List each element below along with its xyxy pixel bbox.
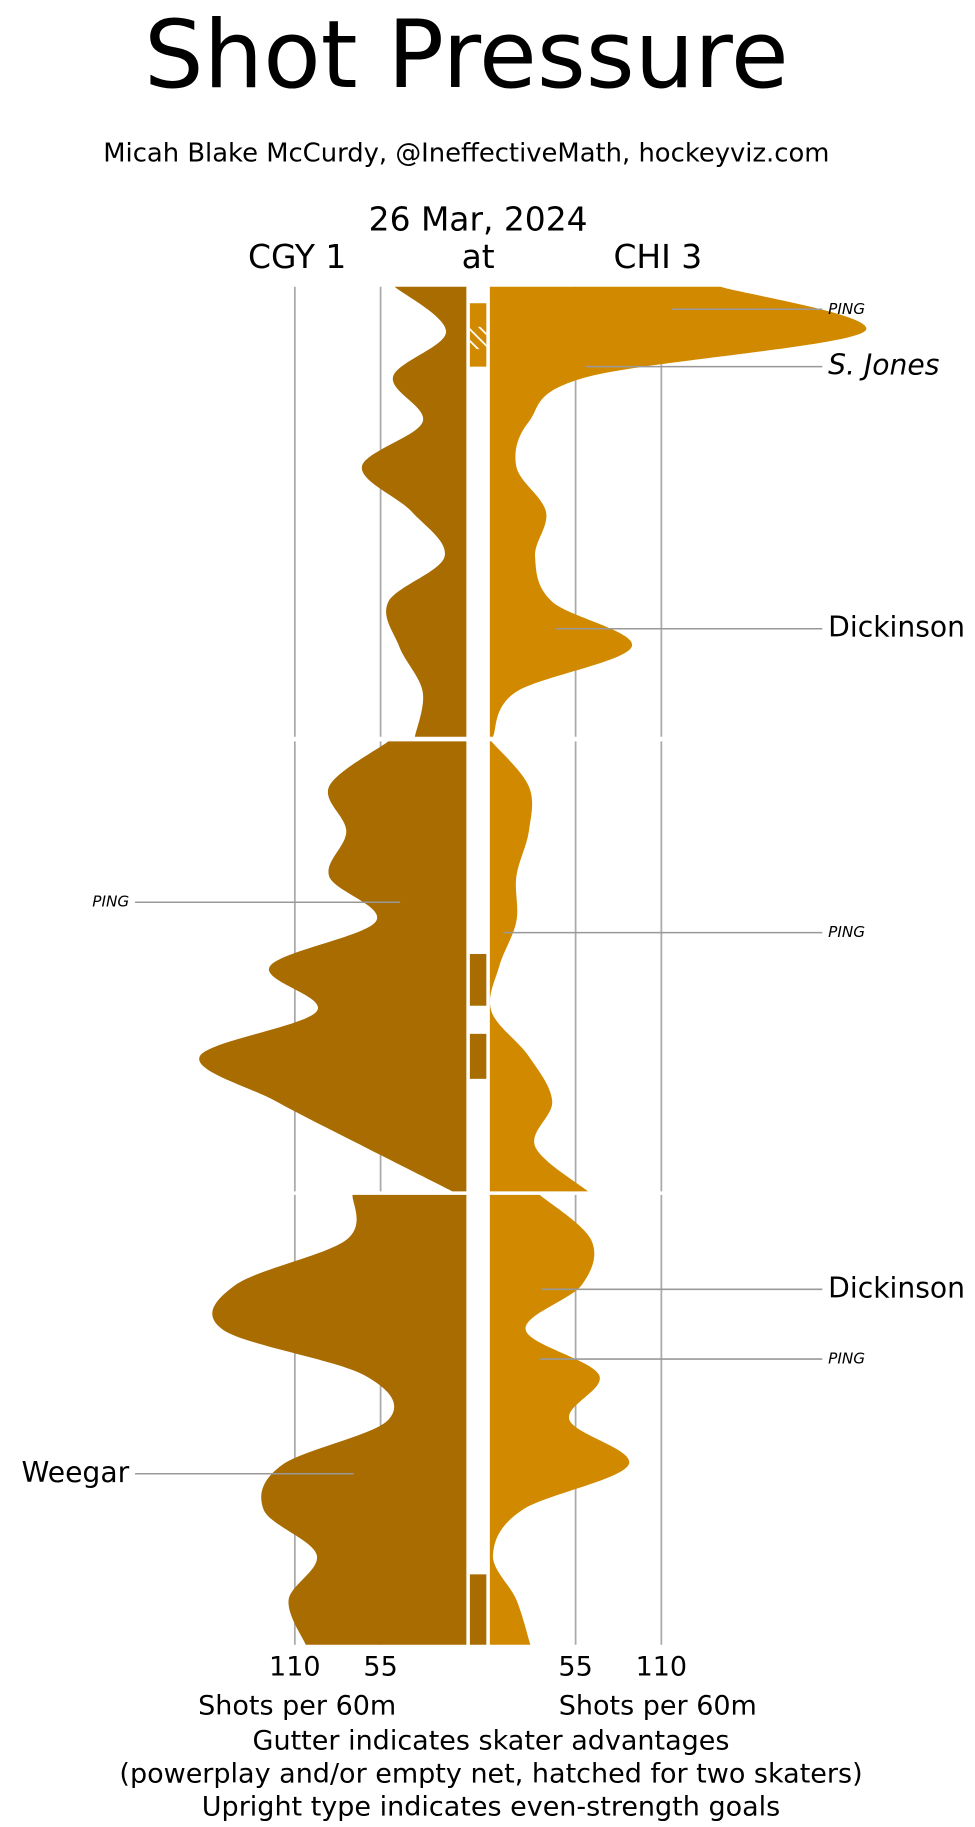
x-tick-label: 55: [363, 1652, 397, 1683]
advantage-bar: [469, 953, 487, 1006]
pressure-area: [212, 1194, 467, 1645]
goal-label: PING: [828, 923, 865, 941]
x-axis-label: Shots per 60m: [198, 1691, 396, 1722]
goal-label: Dickinson: [828, 611, 965, 644]
pressure-area: [199, 741, 467, 1192]
team-label: CGY 1: [248, 237, 346, 276]
goal-label: PING: [828, 300, 865, 318]
footnote: Upright type indicates even-strength goa…: [202, 1792, 780, 1823]
advantage-bar: [469, 1574, 487, 1645]
footnote: Gutter indicates skater advantages: [253, 1726, 730, 1757]
marks: [135, 286, 867, 1645]
pressure-area: [489, 286, 867, 737]
goal-label: S. Jones: [828, 349, 940, 382]
at-label: at: [462, 237, 495, 276]
footnote: (powerplay and/or empty net, hatched for…: [119, 1759, 862, 1790]
x-tick-label: 110: [636, 1652, 688, 1683]
x-tick-label: 55: [558, 1652, 592, 1683]
pressure-area: [489, 1194, 630, 1645]
x-tick-label: 110: [269, 1652, 321, 1683]
advantage-bar: [469, 1033, 487, 1079]
x-axis-label: Shots per 60m: [559, 1691, 757, 1722]
labels: 55 55 110 110 PING S. Jones Dickinson PING PING D…: [22, 300, 965, 1683]
date: 26 Mar, 2024: [369, 200, 588, 239]
goal-label: Weegar: [22, 1456, 130, 1489]
goal-label: Dickinson: [828, 1271, 965, 1304]
pressure-area: [489, 741, 589, 1192]
chart-title: Shot Pressure: [144, 1, 789, 110]
team-label: CHI 3: [613, 237, 702, 276]
two-skater-hatch: [469, 326, 487, 350]
goal-label: PING: [828, 1350, 865, 1368]
pressure-area: [361, 286, 467, 737]
subtitle: Micah Blake McCurdy, @IneffectiveMath, h…: [103, 139, 829, 169]
goal-label: PING: [92, 893, 129, 911]
